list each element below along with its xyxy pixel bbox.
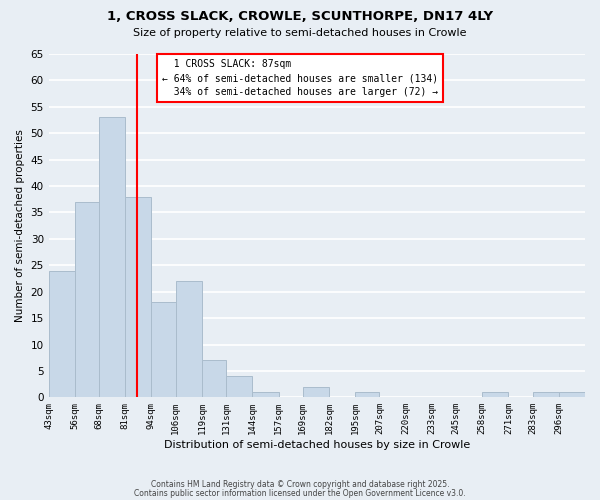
Text: Contains HM Land Registry data © Crown copyright and database right 2025.: Contains HM Land Registry data © Crown c… — [151, 480, 449, 489]
Bar — [303, 387, 329, 398]
Text: 1, CROSS SLACK, CROWLE, SCUNTHORPE, DN17 4LY: 1, CROSS SLACK, CROWLE, SCUNTHORPE, DN17… — [107, 10, 493, 23]
Bar — [151, 302, 176, 398]
Bar — [99, 118, 125, 398]
X-axis label: Distribution of semi-detached houses by size in Crowle: Distribution of semi-detached houses by … — [164, 440, 470, 450]
Bar — [125, 196, 151, 398]
Bar — [75, 202, 99, 398]
Bar — [355, 392, 379, 398]
Y-axis label: Number of semi-detached properties: Number of semi-detached properties — [15, 129, 25, 322]
Text: Size of property relative to semi-detached houses in Crowle: Size of property relative to semi-detach… — [133, 28, 467, 38]
Bar — [49, 270, 75, 398]
Text: Contains public sector information licensed under the Open Government Licence v3: Contains public sector information licen… — [134, 488, 466, 498]
Bar — [253, 392, 278, 398]
Bar — [482, 392, 508, 398]
Bar — [533, 392, 559, 398]
Bar — [226, 376, 253, 398]
Bar — [202, 360, 226, 398]
Bar — [176, 281, 202, 398]
Text: 1 CROSS SLACK: 87sqm  
← 64% of semi-detached houses are smaller (134)
  34% of : 1 CROSS SLACK: 87sqm ← 64% of semi-detac… — [161, 60, 438, 98]
Bar — [559, 392, 585, 398]
